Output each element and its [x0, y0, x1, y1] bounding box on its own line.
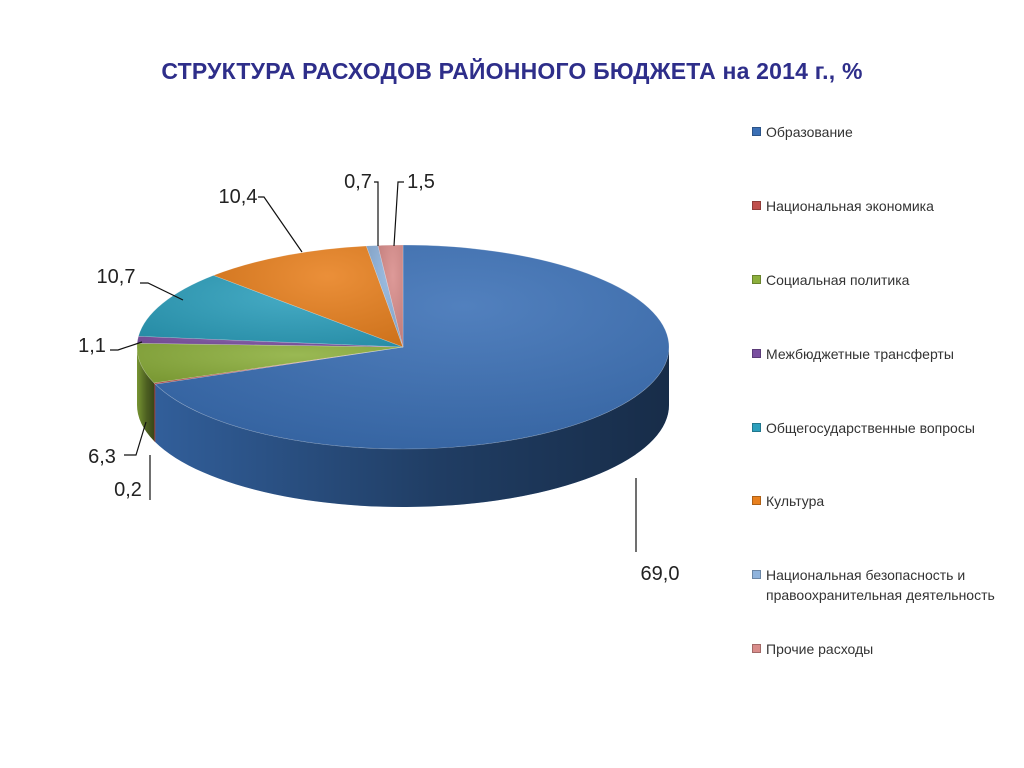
- legend-swatch: [752, 496, 761, 505]
- legend-label: Межбюджетные трансферты: [766, 346, 954, 362]
- legend-item: Образование: [752, 122, 1012, 142]
- pie-slices: [136, 244, 670, 450]
- pie-slice-shade-8: [377, 245, 403, 347]
- leader-line-3: [124, 421, 147, 456]
- legend-item: Прочие расходы: [752, 639, 1012, 659]
- pie-sides: [137, 347, 669, 507]
- pie-slice-shade-7: [366, 245, 403, 347]
- legend-label: Образование: [766, 124, 853, 140]
- legend-swatch: [752, 570, 761, 579]
- pie-slice-shade-2: [154, 347, 403, 385]
- chart-title: СТРУКТУРА РАСХОДОВ РАЙОННОГО БЮДЖЕТА на …: [161, 58, 863, 84]
- legend-label: Культура: [766, 493, 825, 509]
- data-label-3: 6,3: [88, 446, 116, 468]
- legend-item: Культура: [752, 491, 1012, 511]
- legend-swatch: [752, 349, 761, 358]
- pie-side-shade-3: [137, 347, 155, 441]
- legend-swatch: [752, 423, 761, 432]
- legend-label: Общегосударственные вопросы: [766, 420, 975, 436]
- legend-item: Социальная политика: [752, 270, 1012, 290]
- legend-label: Национальная безопасность и правоохранит…: [766, 567, 995, 603]
- pie-side-shade-1: [155, 347, 669, 507]
- leader-line-8: [393, 181, 404, 247]
- data-label-5: 10,7: [97, 266, 136, 288]
- leader-line-4: [110, 341, 143, 351]
- legend-swatch: [752, 644, 761, 653]
- pie-slice-shade-6: [213, 245, 403, 347]
- pie-slice-shade-5: [138, 275, 403, 347]
- data-label-8: 1,5: [407, 171, 435, 193]
- legend-label: Национальная экономика: [766, 198, 934, 214]
- data-label-6: 10,4: [219, 186, 258, 208]
- legend-item: Национальная экономика: [752, 196, 1012, 216]
- legend-item: Межбюджетные трансферты: [752, 344, 1012, 364]
- legend-item: Национальная безопасность и правоохранит…: [752, 565, 1012, 605]
- leader-lines: [110, 181, 637, 552]
- leader-line-5: [140, 282, 184, 301]
- data-label-4: 1,1: [78, 335, 106, 357]
- pie-slice-shade-4: [137, 336, 403, 347]
- pie-slice-shade-3: [137, 343, 404, 383]
- legend-swatch: [752, 127, 761, 136]
- pie-side-shade-2: [154, 382, 156, 443]
- legend-swatch: [752, 201, 761, 210]
- leader-line-6: [258, 196, 303, 253]
- leader-line-7: [374, 181, 379, 246]
- data-label-1: 69,0: [641, 563, 680, 585]
- legend-swatch: [752, 275, 761, 284]
- legend-label: Социальная политика: [766, 272, 910, 288]
- legend-item: Общегосударственные вопросы: [752, 418, 1012, 438]
- data-label-7: 0,7: [344, 171, 372, 193]
- pie-slice-shade-1: [155, 245, 669, 449]
- legend-label: Прочие расходы: [766, 641, 874, 657]
- data-labels: 69,0 0,2 6,3 1,1 10,7 10,4 0,7 1,5: [78, 171, 679, 585]
- data-label-2: 0,2: [114, 479, 142, 501]
